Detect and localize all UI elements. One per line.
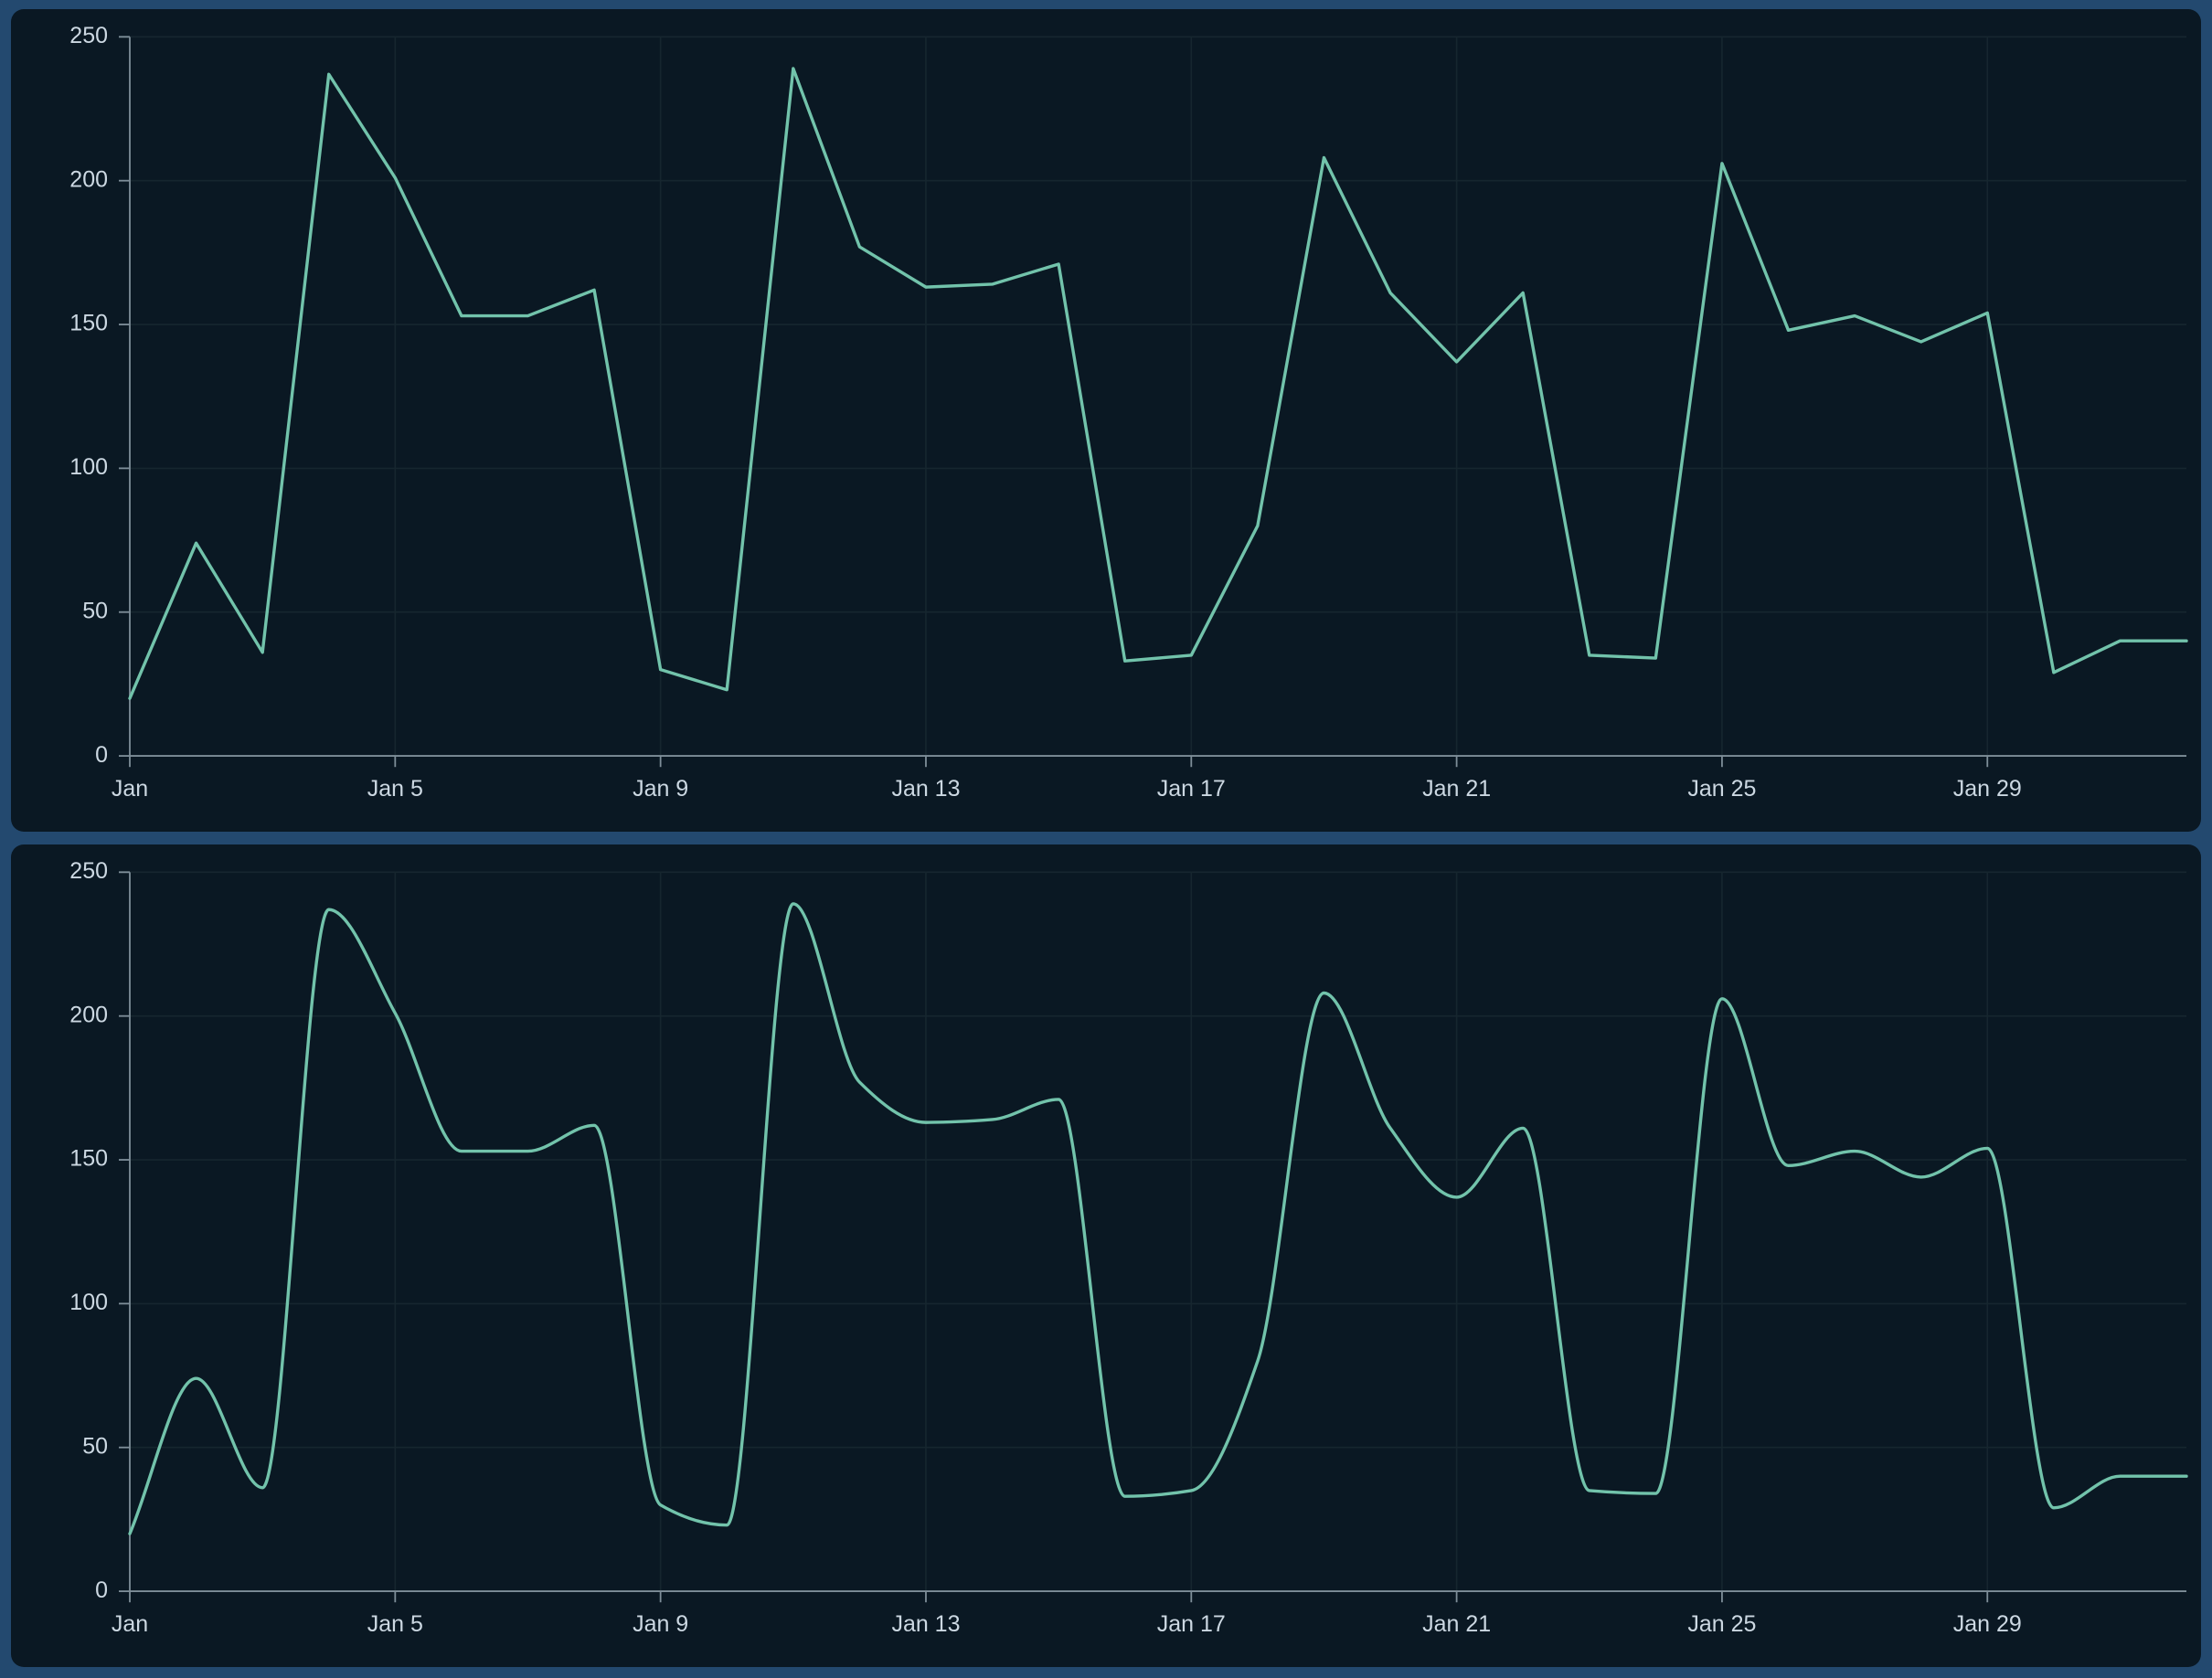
y-axis-tick-label: 250 [69,858,108,884]
chart-plot-area-smooth[interactable]: 0 50 100 150 200 250 Jan Jan 5 Jan 9 Jan 13 Jan 17… [11,844,2201,1667]
data-series-line [130,904,2186,1534]
x-axis-tick-label: Jan 25 [1687,776,1756,802]
x-axis-tick-label: Jan 21 [1422,1611,1491,1637]
x-axis-tick-label: Jan 17 [1157,776,1226,802]
y-axis-tick-label: 0 [95,1577,108,1603]
linear-line-chart-panel[interactable]: 0 50 100 150 200 250 Jan Jan 5 Jan 9 Jan 13 Jan 17… [11,9,2201,832]
chart-plot-area-linear[interactable]: 0 50 100 150 200 250 Jan Jan 5 Jan 9 Jan 13 Jan 17… [11,9,2201,832]
x-axis-tick-label: Jan 5 [367,776,423,802]
x-axis-tick-label: Jan 13 [891,1611,960,1637]
y-axis-tick-label: 200 [69,166,108,192]
x-axis-tick-label: Jan 9 [633,776,688,802]
x-axis-tick-label: Jan 9 [633,1611,688,1637]
data-series-line [130,69,2186,698]
x-axis-tick-label: Jan 21 [1422,776,1491,802]
x-axis-tick-label: Jan [112,1611,148,1637]
y-axis-tick-label: 150 [69,311,108,336]
x-axis-tick-label: Jan [112,776,148,802]
x-axis-tick-label: Jan 29 [1953,776,2022,802]
y-axis-tick-label: 100 [69,454,108,480]
x-axis-tick-label: Jan 29 [1953,1611,2022,1637]
line-chart-linear[interactable]: 0 50 100 150 200 250 Jan Jan 5 Jan 9 Jan 13 Jan 17… [11,9,2201,832]
smooth-line-chart-panel[interactable]: 0 50 100 150 200 250 Jan Jan 5 Jan 9 Jan 13 Jan 17… [11,844,2201,1667]
line-chart-smooth[interactable]: 0 50 100 150 200 250 Jan Jan 5 Jan 9 Jan 13 Jan 17… [11,844,2201,1667]
y-axis-tick-label: 50 [82,1433,108,1459]
y-axis-tick-label: 50 [82,598,108,623]
x-axis-tick-label: Jan 25 [1687,1611,1756,1637]
y-axis-tick-label: 250 [69,23,108,48]
y-axis-tick-label: 200 [69,1002,108,1027]
y-axis-tick-label: 0 [95,742,108,768]
y-axis-tick-label: 150 [69,1146,108,1172]
y-axis-tick-label: 100 [69,1290,108,1315]
x-axis-tick-label: Jan 13 [891,776,960,802]
x-axis-tick-label: Jan 17 [1157,1611,1226,1637]
x-axis-tick-label: Jan 5 [367,1611,423,1637]
